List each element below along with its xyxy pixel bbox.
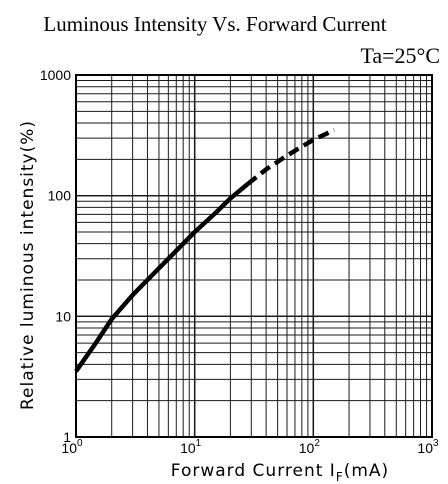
x-axis-label-unit: (mA) xyxy=(344,461,389,481)
x-tick-base: 10 xyxy=(180,440,196,456)
chart-condition: Ta=25°C xyxy=(360,43,440,68)
x-tick-base: 10 xyxy=(61,440,77,456)
x-axis-label-main: Forward Current I xyxy=(171,461,336,481)
y-tick-label: 100 xyxy=(48,188,72,204)
data-series xyxy=(74,127,336,373)
y-tick-label: 1 xyxy=(63,429,71,445)
x-tick-label: 102 xyxy=(299,438,321,456)
x-tick-exponent: 3 xyxy=(433,438,439,449)
chart-title: Luminous Intensity Vs. Forward Current xyxy=(43,12,386,36)
grid-lines xyxy=(75,74,433,438)
x-tick-exponent: 1 xyxy=(196,438,202,449)
x-axis-label: Forward Current IF(mA) xyxy=(171,461,389,484)
y-axis-label: Relative luminous intensity(%) xyxy=(18,120,38,410)
x-tick-base: 10 xyxy=(299,440,315,456)
x-tick-base: 10 xyxy=(417,440,433,456)
x-tick-exponent: 2 xyxy=(314,438,320,449)
x-tick-label: 101 xyxy=(180,438,202,456)
x-axis-label-subscript: F xyxy=(336,470,344,484)
x-tick-label: 103 xyxy=(417,438,439,456)
y-tick-labels: 1 10 100 1000 xyxy=(40,67,71,445)
x-tick-label: 100 xyxy=(61,438,83,456)
x-tick-labels: 100 101 102 103 xyxy=(61,438,439,456)
series-line-dashed xyxy=(246,127,336,186)
y-tick-label: 10 xyxy=(55,308,71,324)
x-tick-exponent: 0 xyxy=(77,438,83,449)
y-tick-label: 1000 xyxy=(40,67,71,83)
series-line-solid xyxy=(74,182,250,373)
plot-frame xyxy=(75,74,433,438)
